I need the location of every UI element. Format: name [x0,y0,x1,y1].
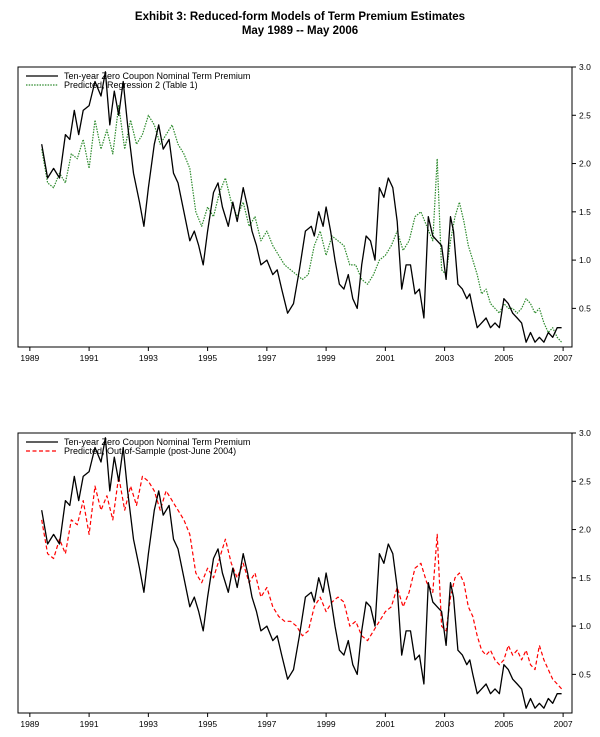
y-tick-label: 2.0 [579,159,591,169]
chart-bottom: 1989 1991 1993 1995 1997 1999 2001 2003 2005 2007… [17,428,591,729]
x-tick-label: 2003 [435,353,454,363]
y-tick-label: 3.0 [579,62,591,72]
y-tick-label: 1.0 [579,621,591,631]
x-tick-label: 2007 [554,719,573,729]
x-tick-label: 2003 [435,719,454,729]
chart-titles: Exhibit 3: Reduced-form Models of Term P… [0,10,600,38]
plot-frame [17,432,573,714]
series-line-1 [41,475,563,690]
series-line-1 [41,104,563,343]
legend-label-0: Ten-year Zero Coupon Nominal Term Premiu… [64,71,250,81]
x-tick-label: 1997 [257,353,276,363]
x-tick-label: 1995 [198,353,217,363]
x-tick-label: 2001 [376,353,395,363]
y-tick-label: 3.0 [579,428,591,438]
x-tick-label: 1993 [139,353,158,363]
y-tick-label: 1.0 [579,255,591,265]
y-tick-label: 2.5 [579,110,591,120]
y-tick-label: 0.5 [579,669,591,679]
exhibit-subtitle: May 1989 -- May 2006 [241,25,359,37]
x-tick-label: 1991 [80,353,99,363]
x-tick-label: 1989 [20,353,39,363]
y-tick-label: 2.5 [579,476,591,486]
x-tick-label: 1995 [198,719,217,729]
exhibit-title: Exhibit 3: Reduced-form Models of Term P… [134,11,466,23]
chart-top: 1989 1991 1993 1995 1997 1999 2001 2003 2005 2007… [17,62,591,363]
x-tick-label: 1997 [257,719,276,729]
x-tick-label: 1999 [317,719,336,729]
legend-label-1: Predicted, Out-of-Sample (post-June 2004… [64,446,236,456]
y-tick-label: 2.0 [579,525,591,535]
x-tick-label: 1993 [139,719,158,729]
x-tick-label: 1991 [80,719,99,729]
legend-label-0: Ten-year Zero Coupon Nominal Term Premiu… [64,437,250,447]
series-line-0 [41,71,562,343]
series-line-0 [41,437,562,709]
x-tick-label: 2001 [376,719,395,729]
x-tick-label: 2007 [554,353,573,363]
x-tick-label: 1999 [317,353,336,363]
x-tick-label: 2005 [494,719,513,729]
legend-label-1: Predicted, Regression 2 (Table 1) [64,80,198,90]
plot-frame [17,66,573,348]
x-tick-label: 1989 [20,719,39,729]
y-tick-label: 1.5 [579,207,591,217]
y-tick-label: 1.5 [579,573,591,583]
x-tick-label: 2005 [494,353,513,363]
y-tick-label: 0.5 [579,303,591,313]
